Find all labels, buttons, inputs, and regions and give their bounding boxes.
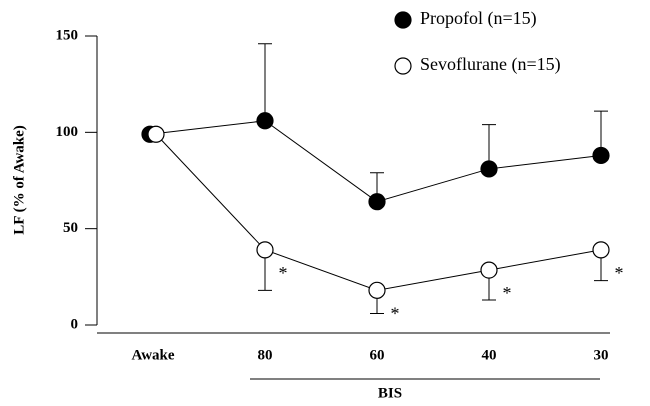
- legend-label: Sevoflurane (n=15): [420, 54, 561, 75]
- legend-marker: [394, 11, 412, 29]
- legend-marker: [394, 57, 412, 75]
- y-tick-label: 50: [63, 220, 78, 236]
- significance-marker: *: [391, 303, 400, 323]
- y-tick-label: 150: [56, 27, 79, 43]
- legend-label: Propofol (n=15): [420, 8, 537, 29]
- point: [480, 160, 498, 178]
- error-bar: [258, 43, 272, 121]
- y-tick-label: 0: [71, 316, 79, 332]
- point: [592, 241, 610, 259]
- significance-marker: *: [503, 283, 512, 303]
- point: [368, 281, 386, 299]
- x-tick-label: 80: [258, 347, 273, 363]
- point: [592, 146, 610, 165]
- x-tick-label: Awake: [131, 347, 174, 363]
- significance-marker: *: [615, 263, 624, 283]
- point: [147, 125, 165, 143]
- x-tick-label: 60: [370, 347, 385, 363]
- series-line: [149, 120, 602, 203]
- significance-marker: *: [279, 263, 288, 283]
- x-tick-label: 40: [482, 347, 497, 363]
- x-tick-label: 30: [594, 347, 609, 363]
- point: [368, 193, 386, 211]
- point: [256, 112, 274, 130]
- series-line: [155, 133, 602, 291]
- x-axis-label: BIS: [378, 385, 402, 401]
- point: [256, 241, 274, 259]
- point: [480, 261, 498, 279]
- y-tick-label: 100: [56, 124, 79, 140]
- y-axis-label: LF (% of Awake): [11, 125, 27, 235]
